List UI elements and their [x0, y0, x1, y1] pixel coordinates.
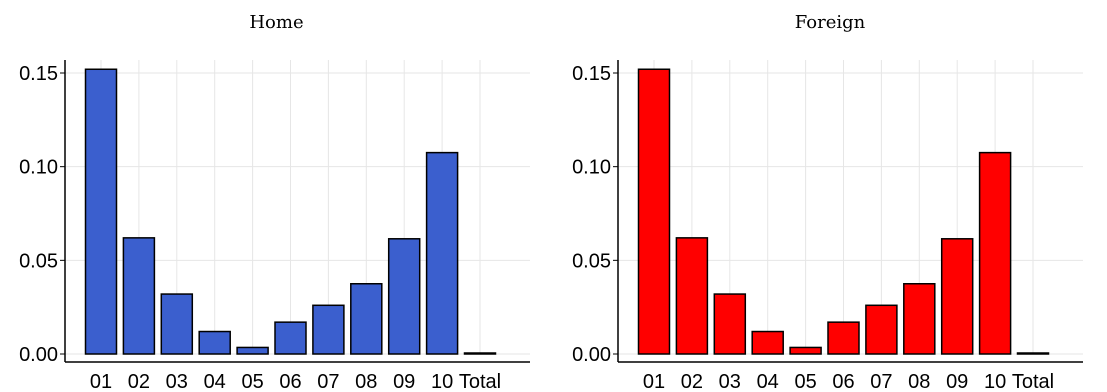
- bar-07: [312, 304, 345, 355]
- bar-03: [713, 293, 747, 355]
- x-tick-label: 07: [870, 371, 892, 392]
- bar-10: [425, 151, 459, 355]
- foreign-bar-chart: 0.00 0.05 0.10 0.15 01 02 03 04 05 06 07 08 09 10 Tota…: [572, 60, 1083, 392]
- x-tick-label: 04: [757, 371, 779, 392]
- y-tick-label: 0.00: [572, 344, 611, 366]
- x-tick-label: 02: [681, 371, 703, 392]
- bar-09: [387, 238, 421, 355]
- bar-08: [903, 283, 936, 355]
- chart-title: Foreign: [794, 12, 866, 33]
- x-tick-label: 02: [128, 371, 150, 392]
- x-tick-label: 05: [794, 371, 816, 392]
- bar-08: [350, 283, 383, 355]
- x-tick-label: 01: [90, 371, 112, 392]
- bar-04: [198, 330, 231, 355]
- bar-02: [122, 237, 156, 355]
- x-tick-label: 01: [643, 371, 665, 392]
- x-tick-label: 10: [431, 371, 453, 392]
- bar-total: [463, 352, 497, 355]
- x-tick-label: 03: [719, 371, 741, 392]
- bar-01: [637, 68, 671, 355]
- bar-10: [978, 151, 1012, 355]
- x-tick-label: 03: [166, 371, 188, 392]
- x-tick-label: 04: [204, 371, 226, 392]
- bar-05: [236, 346, 269, 355]
- chart-title: Home: [249, 12, 304, 33]
- x-tick-label: 10: [984, 371, 1006, 392]
- x-tick-label: 07: [317, 371, 339, 392]
- home-bar-chart: 0.00 0.05 0.10 0.15 01 02 03 04 05 06 07 08 09 10 Tota…: [19, 60, 530, 392]
- bar-09: [940, 238, 974, 355]
- bar-07: [865, 304, 898, 355]
- y-tick-label: 0.10: [572, 157, 611, 179]
- x-tick-label: 08: [355, 371, 377, 392]
- x-tick-label: 06: [279, 371, 301, 392]
- x-tick-label: 06: [832, 371, 854, 392]
- x-tick-label: Total: [459, 371, 501, 392]
- y-tick-label: 0.05: [19, 250, 58, 272]
- bar-03: [160, 293, 194, 355]
- foreign-chart-panel: Foreign 0.00 0.05 0.10 0.15 01 02 03 04 05 06 07 08…: [553, 0, 1107, 392]
- bar-04: [751, 330, 784, 355]
- y-tick-label: 0.10: [19, 157, 58, 179]
- home-chart-panel: Home 0.00 0.05 0.10 0.15 01 02 03 04 05 06 07 08 09 1…: [0, 0, 553, 392]
- bar-total: [1016, 352, 1050, 355]
- x-tick-label: 09: [946, 371, 968, 392]
- bar-01: [84, 68, 118, 355]
- y-tick-label: 0.15: [572, 63, 611, 85]
- x-tick-label: Total: [1012, 371, 1054, 392]
- x-tick-label: 05: [241, 371, 263, 392]
- bar-06: [827, 321, 860, 355]
- y-tick-label: 0.00: [19, 344, 58, 366]
- bar-06: [274, 321, 307, 355]
- x-tick-label: 08: [908, 371, 930, 392]
- bar-02: [675, 237, 709, 355]
- y-tick-label: 0.05: [572, 250, 611, 272]
- x-tick-label: 09: [393, 371, 415, 392]
- y-tick-label: 0.15: [19, 63, 58, 85]
- bar-05: [789, 346, 822, 355]
